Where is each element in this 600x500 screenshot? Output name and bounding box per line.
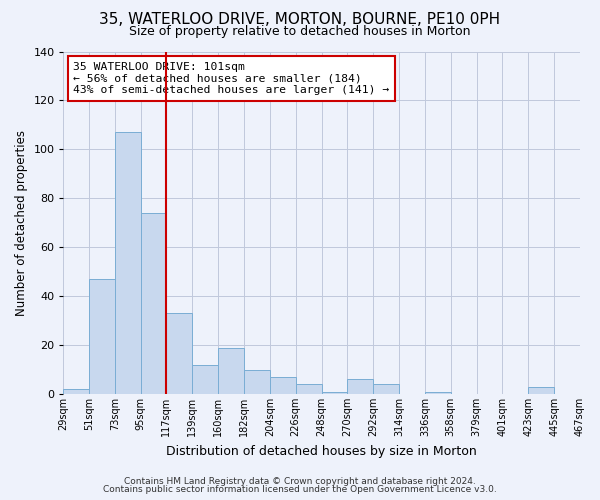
Bar — [218, 348, 244, 394]
Bar — [425, 392, 451, 394]
Bar — [140, 213, 166, 394]
X-axis label: Distribution of detached houses by size in Morton: Distribution of detached houses by size … — [166, 444, 477, 458]
Bar — [347, 380, 373, 394]
Bar — [244, 370, 270, 394]
Bar — [63, 389, 89, 394]
Bar — [529, 386, 554, 394]
Text: Contains public sector information licensed under the Open Government Licence v3: Contains public sector information licen… — [103, 485, 497, 494]
Text: Size of property relative to detached houses in Morton: Size of property relative to detached ho… — [129, 25, 471, 38]
Bar — [322, 392, 347, 394]
Bar — [373, 384, 399, 394]
Text: 35, WATERLOO DRIVE, MORTON, BOURNE, PE10 0PH: 35, WATERLOO DRIVE, MORTON, BOURNE, PE10… — [100, 12, 500, 28]
Y-axis label: Number of detached properties: Number of detached properties — [15, 130, 28, 316]
Bar — [270, 377, 296, 394]
Bar — [296, 384, 322, 394]
Text: 35 WATERLOO DRIVE: 101sqm
← 56% of detached houses are smaller (184)
43% of semi: 35 WATERLOO DRIVE: 101sqm ← 56% of detac… — [73, 62, 389, 95]
Bar — [166, 314, 192, 394]
Bar — [115, 132, 140, 394]
Bar — [192, 364, 218, 394]
Text: Contains HM Land Registry data © Crown copyright and database right 2024.: Contains HM Land Registry data © Crown c… — [124, 477, 476, 486]
Bar — [89, 279, 115, 394]
